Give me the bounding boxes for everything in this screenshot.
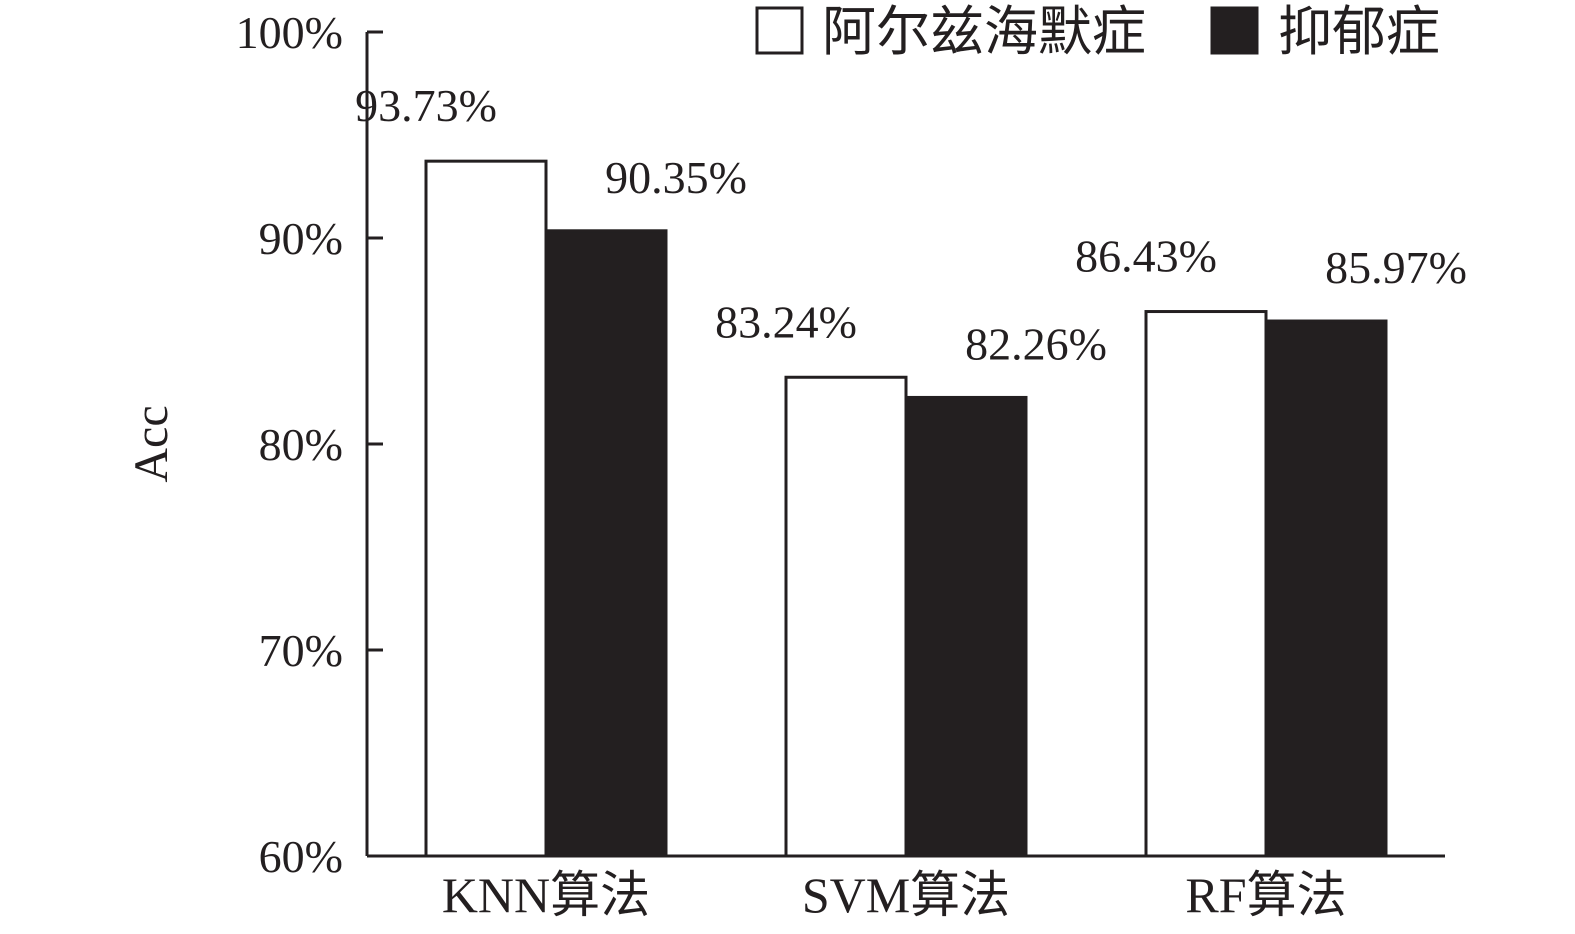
bar-value-label: 85.97% [1325, 242, 1467, 293]
bars [424, 159, 1388, 858]
y-axis: 60% 70% 80% 90% 100% [236, 7, 383, 882]
y-tick-label: 60% [259, 831, 343, 882]
bar-value-label: 86.43% [1075, 231, 1217, 282]
legend-swatch-alzheimer [755, 6, 804, 55]
bar-depression [904, 395, 1028, 858]
bar-value-label: 93.73% [355, 80, 497, 131]
y-tick-label: 90% [259, 213, 343, 264]
y-tick-label: 70% [259, 625, 343, 676]
bar-depression [1264, 319, 1388, 858]
legend: 阿尔兹海默症 抑郁症 [755, 2, 1440, 62]
bar-value-label: 90.35% [605, 152, 747, 203]
legend-label-alzheimer: 阿尔兹海默症 [822, 2, 1146, 62]
bar-alzheimer [424, 159, 548, 858]
legend-label-depression: 抑郁症 [1278, 2, 1440, 62]
y-tick-label: 80% [259, 419, 343, 470]
y-tick-label: 100% [236, 7, 343, 58]
y-axis-title: Acc [125, 405, 178, 482]
bar-value-label: 82.26% [965, 318, 1107, 369]
x-category-label: RF算法 [1185, 867, 1346, 923]
x-axis: KNN算法 SVM算法 RF算法 [367, 854, 1445, 923]
x-category-label: KNN算法 [442, 867, 650, 923]
bar-value-label: 83.24% [715, 296, 857, 347]
bar-alzheimer [1144, 310, 1268, 858]
bar-depression [544, 229, 668, 858]
x-category-label: SVM算法 [802, 867, 1010, 923]
bar-alzheimer [784, 375, 908, 858]
value-labels: 93.73% 83.24% 86.43% 90.35% 82.26% 85.97% [355, 80, 1467, 369]
legend-swatch-depression [1210, 6, 1259, 55]
